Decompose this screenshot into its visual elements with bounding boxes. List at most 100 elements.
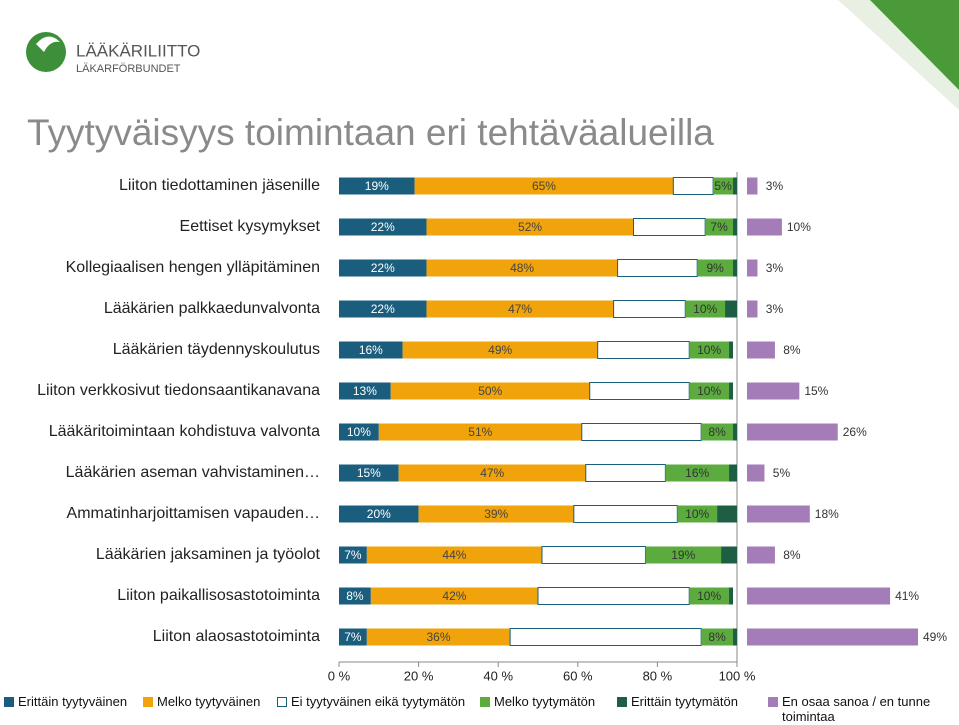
bar-segment — [418, 505, 574, 523]
aside-label: 3% — [766, 261, 784, 275]
legend-item: Melko tyytymätön — [480, 694, 595, 709]
x-tick-label: 80 % — [643, 668, 673, 683]
data-label: 10% — [697, 589, 721, 603]
legend-label: Ei tyytyväinen eikä tyytymätön — [291, 694, 466, 709]
data-label: 15% — [357, 466, 381, 480]
bar-segment — [613, 300, 686, 318]
bar-segment — [541, 546, 646, 564]
chart-title: Tyytyväisyys toimintaan eri tehtäväaluei… — [27, 112, 714, 153]
legend-item: Melko tyytyväinen — [143, 694, 260, 709]
bar-segment — [339, 218, 427, 236]
bar-segment — [617, 259, 698, 277]
bar-segment — [672, 177, 714, 195]
data-label: 52% — [518, 220, 542, 234]
data-label: 8% — [708, 425, 726, 439]
aside-label: 10% — [787, 220, 811, 234]
bar-segment — [339, 587, 371, 605]
bar-segment — [339, 259, 427, 277]
bar-segment — [426, 218, 634, 236]
data-label: 22% — [371, 220, 395, 234]
bar-segment — [721, 546, 737, 564]
bar-segment — [733, 218, 737, 236]
aside-bar — [747, 259, 758, 277]
aside-bar — [747, 505, 810, 523]
aside-bar — [747, 300, 758, 318]
corner-fold — [838, 0, 959, 110]
x-tick-label: 20 % — [404, 668, 434, 683]
legend-item: En osaa sanoa / en tunne toimintaa — [768, 694, 948, 724]
legend-swatch — [4, 697, 14, 707]
data-label: 10% — [347, 425, 371, 439]
aside-bar — [747, 382, 800, 400]
aside-label: 3% — [766, 302, 784, 316]
aside-label: 41% — [895, 589, 919, 603]
bar-segment — [729, 587, 734, 605]
legend-label: Erittäin tyytymätön — [631, 694, 738, 709]
aside-label: 8% — [783, 343, 801, 357]
logo-subname: LÄKARFÖRBUNDET — [76, 63, 181, 75]
bar-segment — [725, 300, 737, 318]
bar-segment — [339, 505, 419, 523]
data-label: 10% — [697, 384, 721, 398]
data-label: 7% — [344, 548, 362, 562]
bar-segment — [701, 423, 734, 441]
aside-label: 26% — [843, 425, 867, 439]
bar-segment — [733, 628, 737, 646]
aside-bar — [747, 464, 765, 482]
bar-segment — [689, 587, 730, 605]
logo: LÄÄKÄRILIITTO LÄKARFÖRBUNDET — [26, 32, 200, 75]
data-label: 10% — [685, 507, 709, 521]
legend-swatch — [480, 697, 490, 707]
data-label: 51% — [468, 425, 492, 439]
bar-segment — [733, 423, 737, 441]
aside-label: 5% — [773, 466, 791, 480]
legend-label: Melko tyytymätön — [494, 694, 596, 709]
category-label: Liiton tiedottaminen jäsenille — [119, 177, 320, 194]
bar-segment — [573, 505, 678, 523]
data-label: 9% — [706, 261, 724, 275]
bar-segment — [689, 341, 730, 359]
data-label: 10% — [693, 302, 717, 316]
bar-segment — [390, 382, 590, 400]
bar-segment — [370, 587, 538, 605]
bar-segment — [589, 382, 690, 400]
data-label: 22% — [371, 302, 395, 316]
category-label: Lääkärien jaksaminen ja työolot — [96, 546, 321, 563]
category-label: Liiton alaosastotoiminta — [153, 628, 320, 645]
bar-segment — [665, 464, 730, 482]
legend-label: Erittäin tyytyväinen — [18, 694, 128, 709]
aside-bar — [747, 587, 891, 605]
x-tick-label: 60 % — [563, 668, 593, 683]
bar-segment — [729, 464, 737, 482]
bar-segment — [378, 423, 582, 441]
aside-label: 15% — [804, 384, 828, 398]
bar-segment — [509, 628, 702, 646]
aside-bar — [747, 628, 919, 646]
data-label: 47% — [480, 466, 504, 480]
bar-segment — [729, 341, 734, 359]
category-label: Liiton paikallisosastotoiminta — [117, 587, 320, 604]
data-label: 22% — [371, 261, 395, 275]
category-label: Kollegiaalisen hengen ylläpitäminen — [66, 259, 320, 276]
bar-segment — [697, 259, 734, 277]
legend-swatch — [768, 697, 778, 707]
category-label: Lääkärien täydennyskoulutus — [113, 341, 320, 358]
bar-segment — [585, 464, 666, 482]
legend: Erittäin tyytyväinen Melko tyytyväinen Ei … — [0, 692, 959, 725]
data-label: 65% — [532, 179, 556, 193]
bar-segment — [713, 177, 734, 195]
legend-swatch — [277, 697, 287, 707]
data-label: 16% — [685, 466, 709, 480]
x-tick-label: 0 % — [328, 668, 351, 683]
data-label: 7% — [710, 220, 728, 234]
aside-label: 49% — [923, 630, 947, 644]
category-label: Lääkärien palkkaedunvalvonta — [104, 300, 320, 317]
data-label: 50% — [478, 384, 502, 398]
logo-mark — [26, 32, 66, 72]
bar-segment — [701, 628, 734, 646]
bar-segment — [339, 423, 379, 441]
logo-mark-detail — [36, 36, 60, 52]
bar-segment — [645, 546, 722, 564]
legend-label: Melko tyytyväinen — [157, 694, 261, 709]
